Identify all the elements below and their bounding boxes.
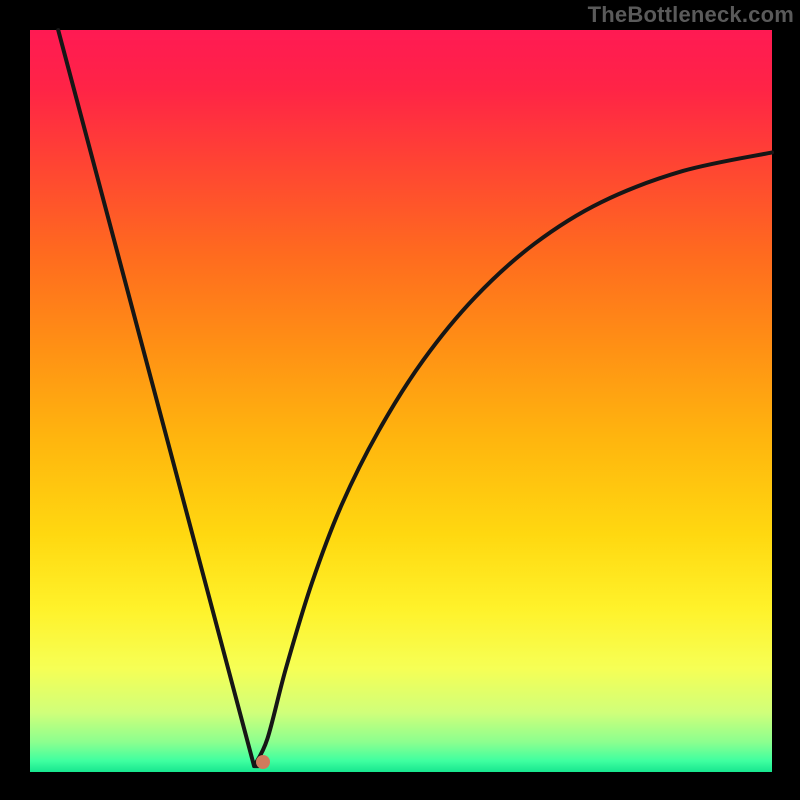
optimal-point-marker <box>256 755 270 769</box>
chart-container: TheBottleneck.com <box>0 0 800 800</box>
bottleneck-curve <box>30 30 772 772</box>
plot-area <box>30 30 772 772</box>
watermark: TheBottleneck.com <box>588 2 794 28</box>
